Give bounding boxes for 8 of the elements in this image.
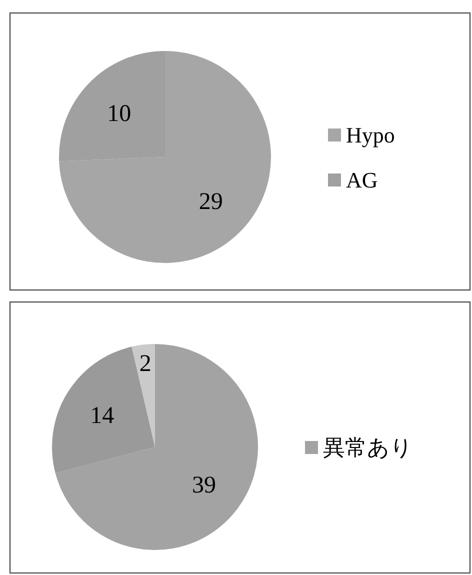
legend-label: Hypo	[346, 122, 395, 148]
data-label: 29	[198, 189, 223, 216]
data-label: 39	[192, 472, 216, 499]
data-label: 10	[107, 100, 132, 127]
legend-label: 異常あり	[323, 435, 413, 460]
data-label: 14	[90, 403, 114, 430]
legend-label: AG	[346, 168, 378, 192]
data-label: 2	[139, 351, 152, 378]
